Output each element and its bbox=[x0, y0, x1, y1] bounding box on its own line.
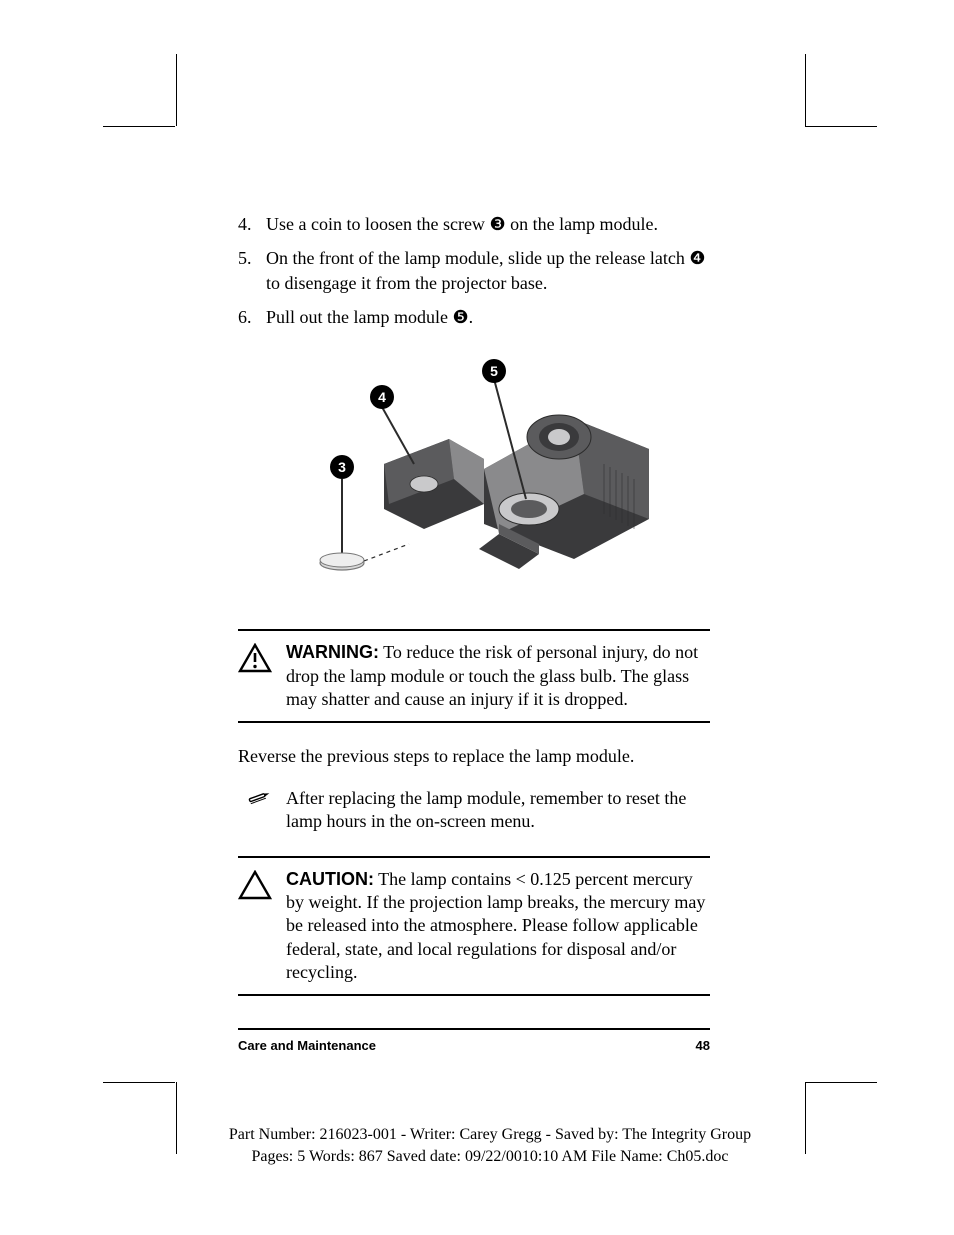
svg-text:5: 5 bbox=[490, 363, 498, 379]
footer-page-number: 48 bbox=[696, 1038, 710, 1053]
step-text: Use a coin to loosen the screw ❸ on the … bbox=[266, 212, 710, 236]
svg-text:3: 3 bbox=[338, 459, 346, 475]
lamp-module-figure: 3 4 5 bbox=[238, 349, 710, 589]
crop-mark bbox=[805, 1082, 806, 1154]
page-footer: Care and Maintenance 48 bbox=[238, 1028, 710, 1053]
step-text: On the front of the lamp module, slide u… bbox=[266, 246, 710, 295]
note-text: After replacing the lamp module, remembe… bbox=[286, 787, 710, 834]
caution-callout: CAUTION: The lamp contains < 0.125 perce… bbox=[238, 856, 710, 997]
crop-mark bbox=[103, 1082, 175, 1083]
svg-text:4: 4 bbox=[378, 389, 386, 405]
doc-metadata: Part Number: 216023-001 - Writer: Carey … bbox=[176, 1124, 804, 1167]
step-item: 4. Use a coin to loosen the screw ❸ on t… bbox=[238, 212, 710, 236]
step-list: 4. Use a coin to loosen the screw ❸ on t… bbox=[238, 212, 710, 329]
crop-mark bbox=[103, 126, 175, 127]
step-text: Pull out the lamp module ❺. bbox=[266, 305, 710, 329]
note-icon bbox=[238, 787, 286, 834]
crop-mark bbox=[805, 54, 806, 126]
warning-text: WARNING: To reduce the risk of personal … bbox=[286, 641, 710, 711]
caution-icon bbox=[238, 868, 286, 985]
step-number: 6. bbox=[238, 305, 266, 329]
step-number: 5. bbox=[238, 246, 266, 295]
step-item: 5. On the front of the lamp module, slid… bbox=[238, 246, 710, 295]
crop-mark bbox=[176, 54, 177, 126]
warning-callout: WARNING: To reduce the risk of personal … bbox=[238, 629, 710, 723]
reverse-steps-para: Reverse the previous steps to replace th… bbox=[238, 745, 710, 768]
warning-icon bbox=[238, 641, 286, 711]
footer-section: Care and Maintenance bbox=[238, 1038, 376, 1053]
crop-mark bbox=[805, 126, 877, 127]
note-callout: After replacing the lamp module, remembe… bbox=[238, 787, 710, 834]
figure-svg: 3 4 5 bbox=[274, 349, 674, 589]
step-number: 4. bbox=[238, 212, 266, 236]
page: 4. Use a coin to loosen the screw ❸ on t… bbox=[0, 0, 954, 1235]
caution-text: CAUTION: The lamp contains < 0.125 perce… bbox=[286, 868, 710, 985]
crop-mark bbox=[805, 1082, 877, 1083]
meta-line: Pages: 5 Words: 867 Saved date: 09/22/00… bbox=[176, 1146, 804, 1168]
meta-line: Part Number: 216023-001 - Writer: Carey … bbox=[176, 1124, 804, 1146]
content-area: 4. Use a coin to loosen the screw ❸ on t… bbox=[238, 212, 710, 1018]
step-item: 6. Pull out the lamp module ❺. bbox=[238, 305, 710, 329]
